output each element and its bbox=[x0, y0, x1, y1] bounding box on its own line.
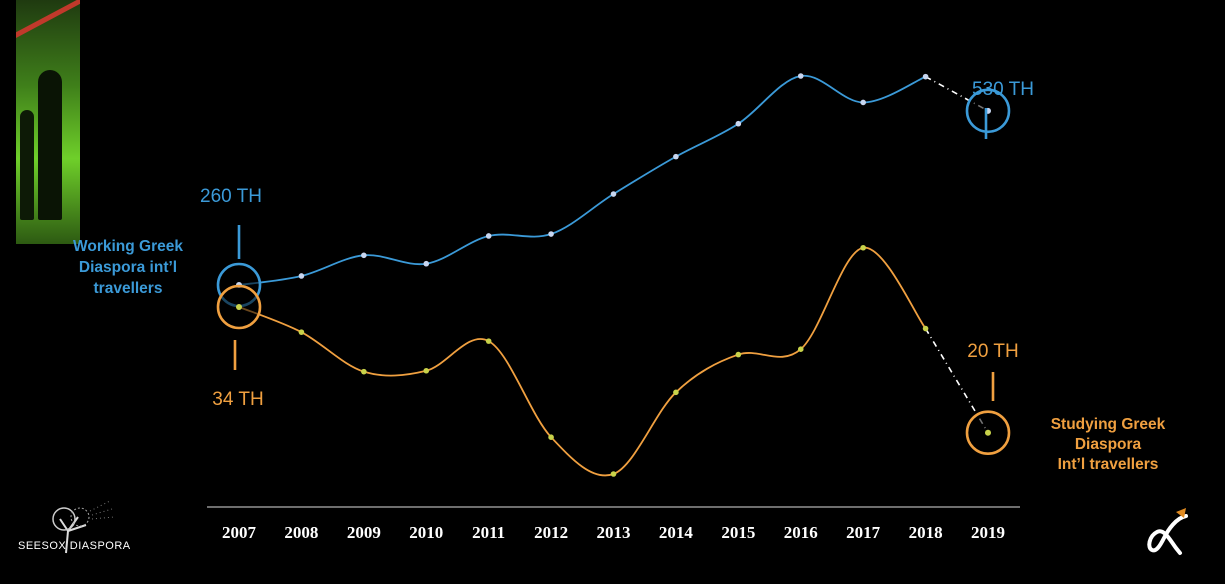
x-tick-label-2014: 2014 bbox=[659, 523, 694, 542]
brand-photo bbox=[16, 0, 80, 244]
data-point-2017 bbox=[860, 244, 866, 251]
series-working: 260 TH 530 TH Working Greek Diaspora int’l t… bbox=[73, 73, 1034, 308]
data-point-2008 bbox=[298, 273, 305, 279]
x-tick-label-2017: 2017 bbox=[846, 523, 881, 542]
x-tick-label-2008: 2008 bbox=[284, 523, 318, 542]
series-name-label-0: Working Greek Diaspora int’l travellers bbox=[73, 238, 183, 297]
data-point-2009 bbox=[361, 252, 367, 259]
projection-line-1 bbox=[924, 328, 989, 434]
x-tick-labels: 2007 2008 2009 2010 2011 2012 2013 2014 2015 2016… bbox=[222, 523, 1005, 542]
series-line-0 bbox=[238, 75, 926, 286]
end-value-label-0: 530 TH bbox=[972, 79, 1034, 100]
data-point-2011 bbox=[485, 233, 492, 239]
data-point-2013 bbox=[610, 191, 617, 197]
data-point-2012 bbox=[548, 434, 554, 440]
start-value-label-1: 34 TH bbox=[212, 389, 263, 410]
seesox-tree-icon bbox=[52, 500, 115, 554]
start-ring-1-dot bbox=[236, 304, 242, 310]
data-point-2008 bbox=[298, 329, 305, 335]
x-tick-label-2009: 2009 bbox=[347, 523, 381, 542]
x-tick-label-2018: 2018 bbox=[909, 523, 943, 542]
series-line-1 bbox=[238, 246, 927, 477]
data-point-2015 bbox=[735, 351, 742, 358]
data-point-2018 bbox=[922, 73, 929, 80]
data-point-2011 bbox=[485, 338, 492, 344]
x-tick-label-2010: 2010 bbox=[409, 523, 443, 542]
data-point-2017 bbox=[860, 99, 866, 106]
x-tick-label-2016: 2016 bbox=[784, 523, 818, 542]
data-point-2016 bbox=[797, 346, 804, 352]
series-layer: 260 TH 530 TH Working Greek Diaspora int’l t… bbox=[73, 73, 1166, 477]
end-value-label-1: 20 TH bbox=[967, 341, 1018, 362]
x-tick-label-2013: 2013 bbox=[597, 523, 631, 542]
photo-silhouette-secondary bbox=[20, 110, 34, 220]
x-tick-label-2011: 2011 bbox=[472, 523, 505, 542]
series-name-label-1: Studying Greek Diaspora Int’l travellers bbox=[1051, 416, 1166, 473]
data-point-2013 bbox=[610, 471, 617, 477]
data-point-2015 bbox=[735, 120, 742, 127]
data-point-2010 bbox=[423, 367, 430, 374]
x-tick-label-2012: 2012 bbox=[534, 523, 568, 542]
data-point-2014 bbox=[673, 389, 679, 396]
data-point-2018 bbox=[922, 325, 929, 332]
series-studying: 34 TH 20 TH Studying Greek Diaspora Int’l tr… bbox=[212, 244, 1166, 477]
data-point-2016 bbox=[797, 73, 804, 79]
data-point-2014 bbox=[673, 153, 679, 160]
x-tick-label-2015: 2015 bbox=[721, 523, 755, 542]
brand-name: SEESOX DIASPORA bbox=[18, 540, 131, 552]
x-tick-label-2007: 2007 bbox=[222, 523, 257, 542]
start-value-label-0: 260 TH bbox=[200, 186, 262, 207]
data-point-2009 bbox=[361, 368, 367, 375]
x-tick-label-2019: 2019 bbox=[971, 523, 1005, 542]
data-point-2010 bbox=[423, 260, 430, 267]
end-ring-1-dot bbox=[985, 429, 991, 436]
projection-line-0 bbox=[925, 75, 989, 112]
alpha-arrow-icon bbox=[1147, 508, 1188, 555]
data-point-2012 bbox=[548, 231, 554, 237]
photo-silhouette bbox=[38, 70, 62, 220]
